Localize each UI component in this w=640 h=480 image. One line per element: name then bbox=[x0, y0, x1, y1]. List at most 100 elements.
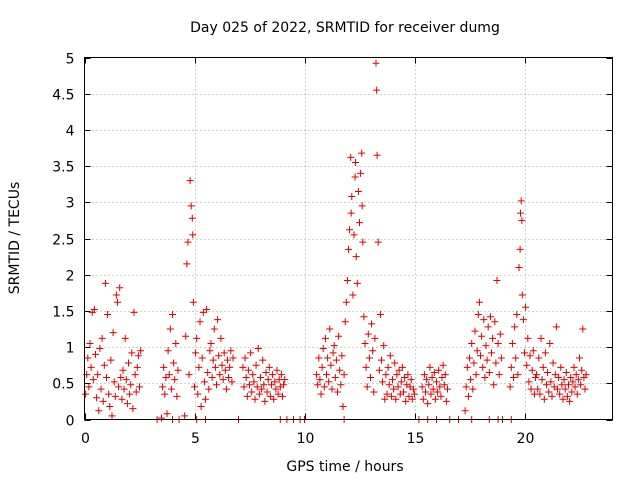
data-point bbox=[164, 347, 172, 355]
data-point bbox=[363, 383, 371, 391]
data-point bbox=[327, 361, 335, 369]
data-point bbox=[418, 383, 426, 391]
tick-labels: 0 0.5 1 1.5 2 2.5 3 3.5 4 4.5 5 0 5 10 15 20 bbox=[52, 52, 534, 448]
data-point bbox=[496, 330, 504, 338]
data-point bbox=[547, 378, 555, 386]
data-point bbox=[538, 376, 546, 384]
data-point bbox=[383, 390, 391, 398]
data-point bbox=[471, 327, 479, 335]
data-point bbox=[552, 323, 560, 331]
data-point bbox=[382, 371, 390, 379]
tick-layer bbox=[84, 57, 613, 421]
data-point bbox=[340, 371, 348, 379]
data-point bbox=[548, 392, 556, 400]
data-point bbox=[209, 356, 217, 364]
data-point bbox=[351, 173, 359, 181]
data-point bbox=[345, 245, 352, 253]
data-point bbox=[96, 345, 104, 353]
data-point bbox=[204, 368, 212, 376]
data-point bbox=[103, 374, 110, 382]
y-tick-label: 5 bbox=[66, 52, 75, 68]
data-point bbox=[437, 392, 445, 400]
data-point bbox=[435, 366, 443, 374]
data-point bbox=[570, 363, 578, 371]
data-point bbox=[187, 202, 195, 210]
data-point bbox=[486, 313, 494, 321]
y-tick-label: 4.5 bbox=[52, 88, 74, 104]
data-point bbox=[386, 352, 394, 360]
data-point bbox=[558, 381, 566, 389]
data-point bbox=[379, 378, 387, 386]
data-point bbox=[342, 298, 350, 306]
data-point bbox=[136, 383, 143, 391]
data-point bbox=[495, 371, 503, 379]
data-point bbox=[381, 395, 389, 403]
data-point bbox=[562, 368, 570, 376]
data-point bbox=[259, 356, 267, 364]
data-point bbox=[94, 371, 102, 379]
data-point bbox=[512, 354, 520, 362]
data-point bbox=[472, 371, 480, 379]
data-point bbox=[188, 214, 196, 222]
data-point bbox=[319, 345, 327, 353]
data-point bbox=[442, 397, 450, 405]
data-point bbox=[375, 366, 383, 374]
data-point bbox=[378, 356, 385, 364]
data-point bbox=[131, 371, 139, 379]
data-point bbox=[210, 325, 218, 333]
data-point bbox=[170, 359, 178, 367]
data-point bbox=[239, 363, 247, 371]
data-point bbox=[535, 354, 543, 362]
data-point bbox=[246, 381, 253, 389]
data-point bbox=[194, 390, 202, 398]
y-tick-label: 1 bbox=[66, 341, 75, 357]
data-point bbox=[85, 383, 93, 391]
data-point bbox=[506, 383, 514, 391]
data-point bbox=[128, 349, 136, 357]
chart-title: Day 025 of 2022, SRMTID for receiver dum… bbox=[190, 20, 500, 36]
data-point bbox=[172, 339, 180, 347]
data-point bbox=[222, 385, 230, 393]
data-point bbox=[427, 390, 435, 398]
data-point bbox=[514, 371, 522, 379]
data-point bbox=[364, 330, 372, 338]
data-point bbox=[488, 349, 495, 357]
data-point bbox=[332, 356, 340, 364]
data-point bbox=[269, 371, 277, 379]
data-point bbox=[479, 363, 487, 371]
data-point bbox=[566, 397, 574, 405]
data-point bbox=[357, 169, 365, 177]
data-point bbox=[463, 363, 471, 371]
data-point bbox=[400, 388, 407, 396]
data-point bbox=[492, 359, 500, 367]
data-point bbox=[218, 361, 226, 369]
data-point bbox=[229, 354, 237, 362]
data-point bbox=[434, 388, 442, 396]
data-point bbox=[114, 298, 121, 306]
data-point bbox=[370, 388, 378, 396]
data-point bbox=[334, 388, 341, 396]
data-point bbox=[352, 253, 360, 261]
data-point bbox=[539, 363, 547, 371]
data-point bbox=[99, 397, 107, 405]
data-point bbox=[525, 378, 533, 386]
data-point bbox=[263, 388, 271, 396]
data-point bbox=[470, 359, 478, 367]
data-point bbox=[185, 371, 193, 379]
data-point bbox=[339, 402, 347, 410]
data-point bbox=[430, 368, 438, 376]
data-point bbox=[394, 383, 402, 391]
x-tick-label: 5 bbox=[191, 431, 200, 447]
data-point bbox=[328, 385, 336, 393]
data-point bbox=[423, 376, 431, 384]
data-point bbox=[137, 347, 145, 355]
data-point bbox=[192, 349, 200, 357]
data-point bbox=[420, 371, 428, 379]
data-point bbox=[565, 381, 572, 389]
data-point bbox=[577, 381, 585, 389]
data-point bbox=[579, 325, 587, 333]
data-point bbox=[191, 383, 198, 391]
y-tick-label: 3.5 bbox=[52, 160, 74, 176]
data-point bbox=[521, 349, 528, 357]
data-point bbox=[87, 363, 95, 371]
